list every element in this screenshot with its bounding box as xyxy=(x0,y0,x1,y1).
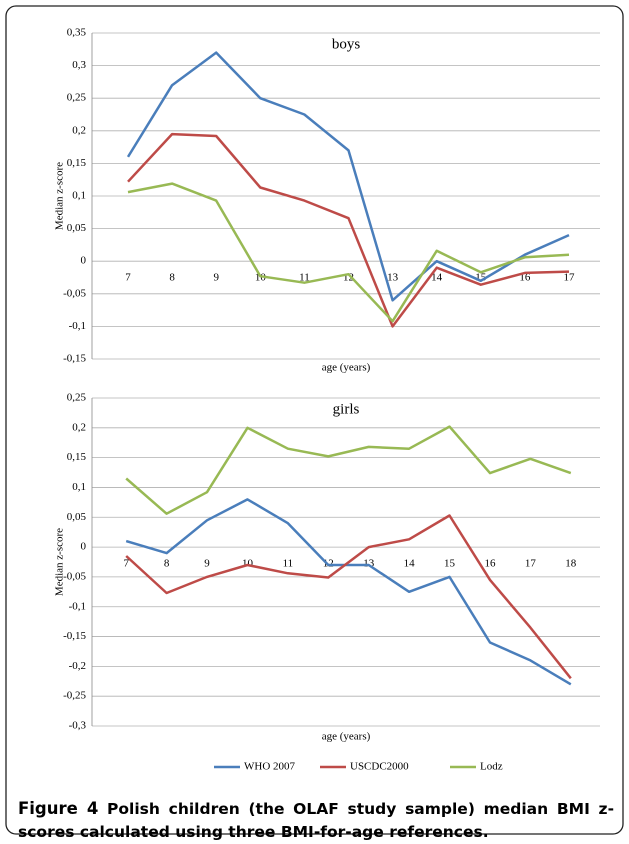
y-tick-label: 0,25 xyxy=(67,92,87,104)
y-tick-label: -0,1 xyxy=(69,320,86,332)
y-tick-label: 0,2 xyxy=(72,421,86,433)
y-tick-label: 0 xyxy=(81,255,87,267)
y-tick-label: -0,1 xyxy=(69,600,86,612)
y-axis-title: Median z-score xyxy=(54,162,66,230)
legend-label: Lodz xyxy=(480,761,503,773)
y-tick-label: 0,35 xyxy=(67,27,87,39)
caption-text: Polish children (the OLAF study sample) … xyxy=(18,800,614,841)
y-tick-label: 0,15 xyxy=(67,157,87,169)
y-tick-label: 0,2 xyxy=(72,124,86,136)
y-tick-label: 0,1 xyxy=(72,190,86,202)
x-tick-label: 18 xyxy=(565,558,577,570)
x-tick-label: 9 xyxy=(204,558,210,570)
y-tick-label: -0,2 xyxy=(69,660,86,672)
y-tick-label: -0,25 xyxy=(63,690,86,702)
x-tick-label: 15 xyxy=(475,272,487,284)
x-tick-label: 10 xyxy=(242,558,254,570)
series-line xyxy=(125,514,572,680)
y-tick-label: 0,25 xyxy=(67,392,87,404)
x-tick-label: 15 xyxy=(444,558,456,570)
x-tick-label: 7 xyxy=(125,272,131,284)
legend-label: WHO 2007 xyxy=(244,761,296,773)
x-tick-label: 8 xyxy=(169,272,175,284)
x-tick-label: 14 xyxy=(404,558,416,570)
x-tick-label: 16 xyxy=(519,272,531,284)
x-tick-label: 16 xyxy=(484,558,496,570)
y-tick-label: -0,05 xyxy=(63,570,86,582)
y-tick-label: 0,1 xyxy=(72,481,86,493)
caption: Figure 4 Polish children (the OLAF study… xyxy=(18,797,614,844)
x-tick-label: 8 xyxy=(164,558,170,570)
x-tick-label: 13 xyxy=(363,558,375,570)
panel-title: girls xyxy=(333,401,360,417)
series-line xyxy=(125,425,572,515)
x-tick-label: 7 xyxy=(123,558,129,570)
y-tick-label: -0,15 xyxy=(63,353,86,365)
x-tick-label: 11 xyxy=(283,558,294,570)
figure-border xyxy=(5,5,624,835)
y-tick-label: 0 xyxy=(81,541,87,553)
x-tick-label: 17 xyxy=(525,558,537,570)
y-tick-label: -0,3 xyxy=(69,720,87,732)
legend-label: USCDC2000 xyxy=(350,761,409,773)
panel-title: boys xyxy=(332,36,361,52)
series-line xyxy=(127,182,570,323)
x-tick-label: 10 xyxy=(255,272,267,284)
x-axis-title: age (years) xyxy=(322,731,371,743)
y-tick-label: -0,15 xyxy=(63,630,86,642)
x-axis-title: age (years) xyxy=(322,362,371,374)
series-line xyxy=(126,51,570,302)
x-tick-label: 12 xyxy=(343,272,354,284)
x-tick-label: 11 xyxy=(299,272,310,284)
y-tick-label: 0,05 xyxy=(67,222,87,234)
y-tick-label: 0,05 xyxy=(67,511,87,523)
y-tick-label: 0,15 xyxy=(67,451,87,463)
series-line xyxy=(125,498,572,686)
y-tick-label: -0,05 xyxy=(63,287,86,299)
x-tick-label: 17 xyxy=(563,272,575,284)
x-tick-label: 13 xyxy=(387,272,399,284)
series-line xyxy=(127,132,570,328)
x-tick-label: 14 xyxy=(431,272,443,284)
caption-label: Figure 4 xyxy=(18,799,99,818)
y-axis-title: Median z-score xyxy=(54,528,66,596)
x-tick-label: 9 xyxy=(213,272,219,284)
y-tick-label: 0,3 xyxy=(72,59,86,71)
